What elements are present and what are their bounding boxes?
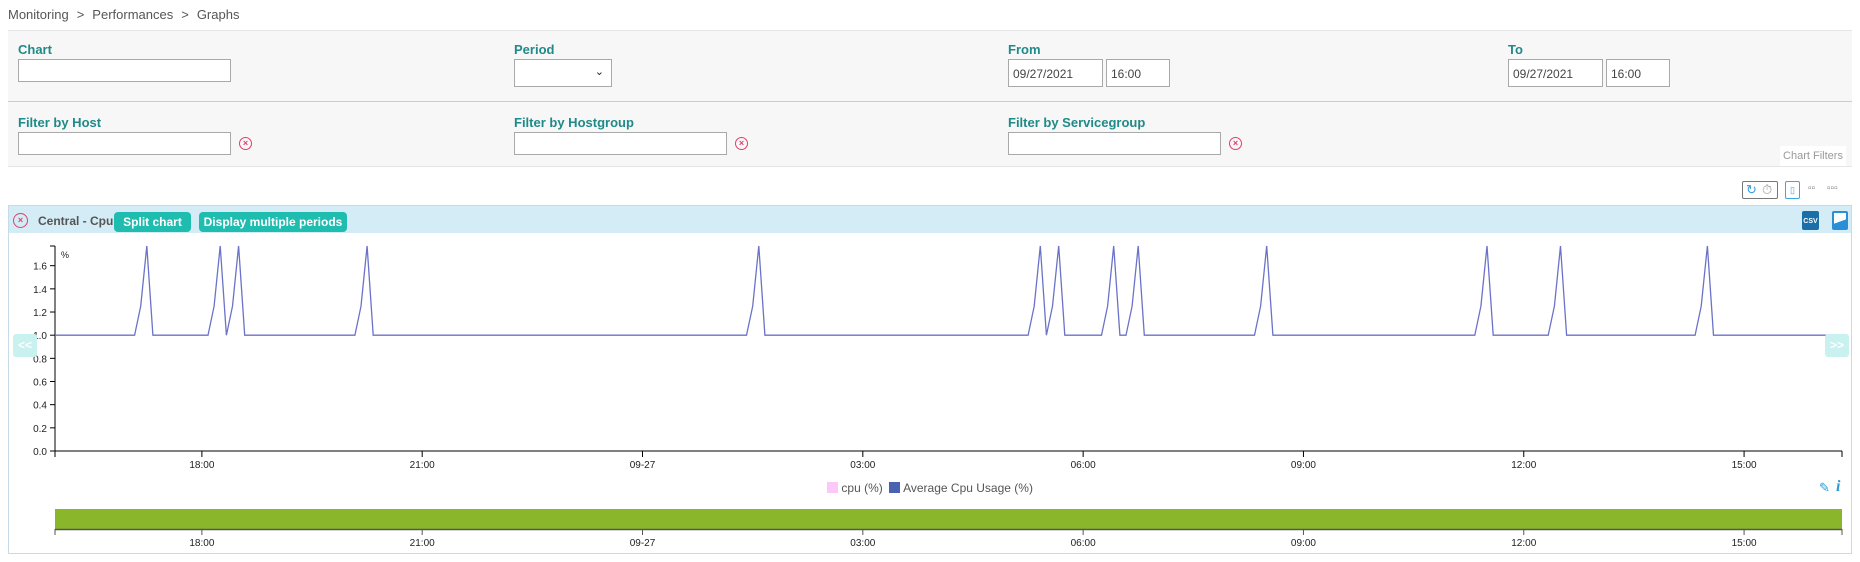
clear-host-icon[interactable]: ×: [239, 137, 252, 150]
chart-filters-tab[interactable]: Chart Filters: [1780, 146, 1846, 166]
legend-item-cpu[interactable]: cpu (%): [827, 481, 883, 495]
legend-swatch: [889, 482, 901, 493]
csv-export-icon[interactable]: CSV: [1802, 211, 1819, 230]
breadcrumb: Monitoring > Performances > Graphs: [8, 7, 240, 22]
x-tick-label: 15:00: [1732, 460, 1757, 471]
to-label: To: [1508, 42, 1523, 57]
y-unit-label: %: [61, 250, 69, 260]
y-tick-label: 0.8: [33, 354, 47, 365]
to-time-input[interactable]: 16:00: [1606, 59, 1670, 87]
navigator-bar: [55, 509, 1842, 529]
chart-title: Central - Cpu: [38, 214, 114, 228]
x-tick-label: 09-27: [630, 460, 656, 471]
period-label: Period: [514, 42, 555, 57]
navigator-tick-label: 15:00: [1732, 538, 1757, 549]
navigator-tick-label: 03:00: [850, 538, 875, 549]
period-select[interactable]: ⌄: [514, 59, 612, 87]
filter-hostgroup-input[interactable]: [514, 132, 727, 155]
info-icon[interactable]: i: [1836, 478, 1841, 495]
breadcrumb-graphs[interactable]: Graphs: [196, 7, 240, 22]
x-tick-label: 06:00: [1071, 460, 1096, 471]
display-multiple-periods-button[interactable]: Display multiple periods: [199, 212, 347, 232]
refresh-timer-group: ↻ ⏱: [1742, 181, 1778, 199]
chart-container: [8, 205, 1852, 554]
y-tick-label: 0.0: [33, 447, 47, 458]
filter-servicegroup-label: Filter by Servicegroup: [1008, 115, 1146, 130]
refresh-icon[interactable]: ↻: [1746, 182, 1757, 197]
next-period-button[interactable]: >>: [1825, 334, 1849, 357]
filter-host-label: Filter by Host: [18, 115, 102, 130]
chart-input[interactable]: [18, 59, 231, 82]
layout-2-columns-icon[interactable]: ▫▫: [1808, 183, 1816, 194]
breadcrumb-performances[interactable]: Performances: [92, 7, 174, 22]
pencil-icon[interactable]: ✎: [1819, 480, 1830, 495]
from-date-input[interactable]: 09/27/2021: [1008, 59, 1103, 87]
from-label: From: [1008, 42, 1041, 57]
x-tick-label: 12:00: [1511, 460, 1536, 471]
image-export-icon[interactable]: [1832, 211, 1848, 230]
legend: cpu (%) Average Cpu Usage (%): [0, 481, 1860, 495]
navigator-tick-label: 06:00: [1071, 538, 1096, 549]
filter-host-input[interactable]: [18, 132, 231, 155]
navigator-tick-label: 12:00: [1511, 538, 1536, 549]
legend-swatch: [827, 482, 839, 493]
navigator-tick-label: 09:00: [1291, 538, 1316, 549]
previous-period-button[interactable]: <<: [13, 334, 37, 357]
x-tick-label: 03:00: [850, 460, 875, 471]
y-tick-label: 0.2: [33, 424, 47, 435]
legend-item-average-cpu[interactable]: Average Cpu Usage (%): [889, 481, 1033, 495]
y-tick-label: 1.4: [33, 285, 47, 296]
y-tick-label: 1.0: [33, 331, 47, 342]
to-date-input[interactable]: 09/27/2021: [1508, 59, 1603, 87]
x-tick-label: 18:00: [189, 460, 214, 471]
chart-label: Chart: [18, 42, 52, 57]
layout-3-columns-icon[interactable]: ▫▫▫: [1827, 183, 1838, 194]
navigator-tick-label: 18:00: [189, 538, 214, 549]
legend-label: cpu (%): [841, 481, 883, 495]
clear-servicegroup-icon[interactable]: ×: [1229, 137, 1242, 150]
y-tick-label: 0.6: [33, 378, 47, 389]
filter-servicegroup-input[interactable]: [1008, 132, 1221, 155]
chevron-down-icon: ⌄: [594, 66, 604, 78]
layout-1-column-icon[interactable]: ▯: [1785, 181, 1800, 199]
navigator-tick-label: 21:00: [410, 538, 435, 549]
filter-hostgroup-label: Filter by Hostgroup: [514, 115, 634, 130]
series-line-1: [55, 245, 1842, 336]
filter-panel: [8, 30, 1852, 167]
timer-icon[interactable]: ⏱: [1762, 182, 1773, 197]
remove-chart-icon[interactable]: ×: [13, 213, 28, 228]
y-tick-label: 1.2: [33, 308, 47, 319]
legend-label: Average Cpu Usage (%): [903, 481, 1033, 495]
clear-hostgroup-icon[interactable]: ×: [735, 137, 748, 150]
breadcrumb-monitoring[interactable]: Monitoring: [8, 7, 69, 22]
x-tick-label: 09:00: [1291, 460, 1316, 471]
split-chart-button[interactable]: Split chart: [114, 212, 191, 232]
x-tick-label: 21:00: [410, 460, 435, 471]
navigator-tick-label: 09-27: [630, 538, 656, 549]
divider: [8, 101, 1852, 102]
from-time-input[interactable]: 16:00: [1106, 59, 1170, 87]
y-tick-label: 0.4: [33, 401, 47, 412]
y-tick-label: 1.6: [33, 262, 47, 273]
